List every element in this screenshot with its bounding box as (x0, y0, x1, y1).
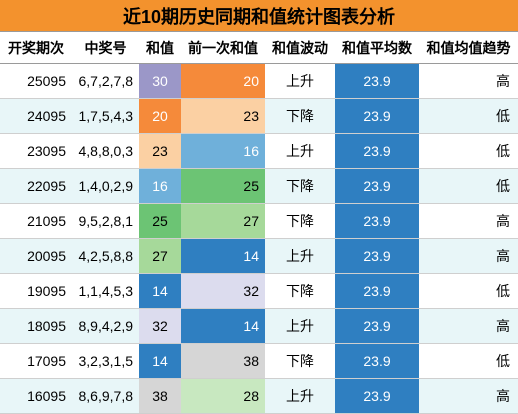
period-cell: 19095 (27, 283, 66, 299)
prev-sum-cell: 16 (181, 133, 265, 169)
table-row: 19095 1,1,4,5,3 14 32 下降 23.9 低 (0, 273, 518, 309)
header-average-trend: 和值均值趋势 (419, 32, 518, 64)
average-cell: 23.9 (335, 98, 419, 134)
numbers-cell: 6,7,2,7,8 (78, 73, 134, 89)
period-cell: 23095 (27, 143, 66, 159)
header-row: 开奖期次 中奖号 和值 前一次和值 和值波动 和值平均数 和值均值趋势 (0, 32, 518, 64)
trend-cell: 下降 (265, 98, 335, 134)
average-trend-cell: 高 (496, 73, 510, 89)
numbers-cell: 4,8,8,0,3 (78, 143, 134, 159)
prev-sum-cell: 38 (181, 343, 265, 379)
sum-cell: 14 (139, 343, 181, 379)
prev-sum-cell: 27 (181, 203, 265, 239)
trend-cell: 上升 (265, 378, 335, 414)
period-cell: 17095 (27, 353, 66, 369)
prev-sum-cell: 25 (181, 168, 265, 204)
table-row: 17095 3,2,3,1,5 14 38 下降 23.9 低 (0, 343, 518, 379)
prev-sum-cell: 20 (181, 63, 265, 99)
header-average: 和值平均数 (335, 32, 419, 64)
table-row: 18095 8,9,4,2,9 32 14 上升 23.9 高 (0, 308, 518, 344)
sum-cell: 32 (139, 308, 181, 344)
average-cell: 23.9 (335, 273, 419, 309)
trend-cell: 下降 (286, 283, 314, 299)
stats-table: 开奖期次 中奖号 和值 前一次和值 和值波动 和值平均数 和值均值趋势 2509… (0, 32, 518, 414)
numbers-cell: 8,9,4,2,9 (72, 308, 139, 344)
table-row: 20095 4,2,5,8,8 27 14 上升 23.9 高 (0, 238, 518, 274)
table-row: 23095 4,8,8,0,3 23 16 上升 23.9 低 (0, 133, 518, 169)
trend-cell: 下降 (286, 353, 314, 369)
trend-cell: 上升 (286, 73, 314, 89)
header-sum: 和值 (139, 32, 181, 64)
period-cell: 18095 (0, 308, 72, 344)
average-trend-cell: 高 (419, 308, 518, 344)
sum-cell: 38 (139, 378, 181, 414)
numbers-cell: 1,4,0,2,9 (72, 168, 139, 204)
trend-cell: 下降 (265, 168, 335, 204)
numbers-cell: 1,7,5,4,3 (72, 98, 139, 134)
trend-cell: 上升 (265, 308, 335, 344)
header-prev-sum: 前一次和值 (181, 32, 265, 64)
average-trend-cell: 高 (496, 213, 510, 229)
sum-cell: 27 (139, 238, 181, 274)
average-cell: 23.9 (335, 308, 419, 344)
numbers-cell: 4,2,5,8,8 (72, 238, 139, 274)
page-title: 近10期历史同期和值统计图表分析 (0, 0, 518, 32)
period-cell: 16095 (0, 378, 72, 414)
prev-sum-cell: 14 (181, 308, 265, 344)
average-trend-cell: 低 (419, 98, 518, 134)
period-cell: 21095 (27, 213, 66, 229)
table-row: 21095 9,5,2,8,1 25 27 下降 23.9 高 (0, 203, 518, 239)
prev-sum-cell: 23 (181, 98, 265, 134)
trend-cell: 下降 (286, 213, 314, 229)
average-cell: 23.9 (335, 378, 419, 414)
numbers-cell: 1,1,4,5,3 (78, 283, 134, 299)
average-trend-cell: 低 (496, 353, 510, 369)
header-trend: 和值波动 (265, 32, 335, 64)
prev-sum-cell: 32 (181, 273, 265, 309)
sum-cell: 25 (139, 203, 181, 239)
period-cell: 20095 (0, 238, 72, 274)
average-cell: 23.9 (335, 133, 419, 169)
numbers-cell: 8,6,9,7,8 (72, 378, 139, 414)
trend-cell: 上升 (265, 238, 335, 274)
average-trend-cell: 低 (419, 168, 518, 204)
table-body: 25095 6,7,2,7,8 30 20 上升 23.9 高 24095 1,… (0, 63, 518, 414)
header-period: 开奖期次 (0, 32, 72, 64)
average-trend-cell: 低 (496, 283, 510, 299)
sum-cell: 30 (139, 63, 181, 99)
numbers-cell: 3,2,3,1,5 (78, 353, 134, 369)
sum-cell: 20 (139, 98, 181, 134)
table-row: 25095 6,7,2,7,8 30 20 上升 23.9 高 (0, 63, 518, 99)
average-cell: 23.9 (335, 203, 419, 239)
sum-cell: 14 (139, 273, 181, 309)
average-cell: 23.9 (335, 343, 419, 379)
table-row: 22095 1,4,0,2,9 16 25 下降 23.9 低 (0, 168, 518, 204)
sum-cell: 23 (139, 133, 181, 169)
numbers-cell: 9,5,2,8,1 (78, 213, 134, 229)
period-cell: 24095 (0, 98, 72, 134)
average-cell: 23.9 (335, 238, 419, 274)
average-trend-cell: 高 (419, 238, 518, 274)
sum-cell: 16 (139, 168, 181, 204)
average-cell: 23.9 (335, 63, 419, 99)
period-cell: 22095 (0, 168, 72, 204)
prev-sum-cell: 14 (181, 238, 265, 274)
average-trend-cell: 低 (496, 143, 510, 159)
table-row: 16095 8,6,9,7,8 38 28 上升 23.9 高 (0, 378, 518, 414)
header-numbers: 中奖号 (72, 32, 139, 64)
trend-cell: 上升 (286, 143, 314, 159)
average-trend-cell: 高 (419, 378, 518, 414)
period-cell: 25095 (27, 73, 66, 89)
average-cell: 23.9 (335, 168, 419, 204)
table-row: 24095 1,7,5,4,3 20 23 下降 23.9 低 (0, 98, 518, 134)
prev-sum-cell: 28 (181, 378, 265, 414)
